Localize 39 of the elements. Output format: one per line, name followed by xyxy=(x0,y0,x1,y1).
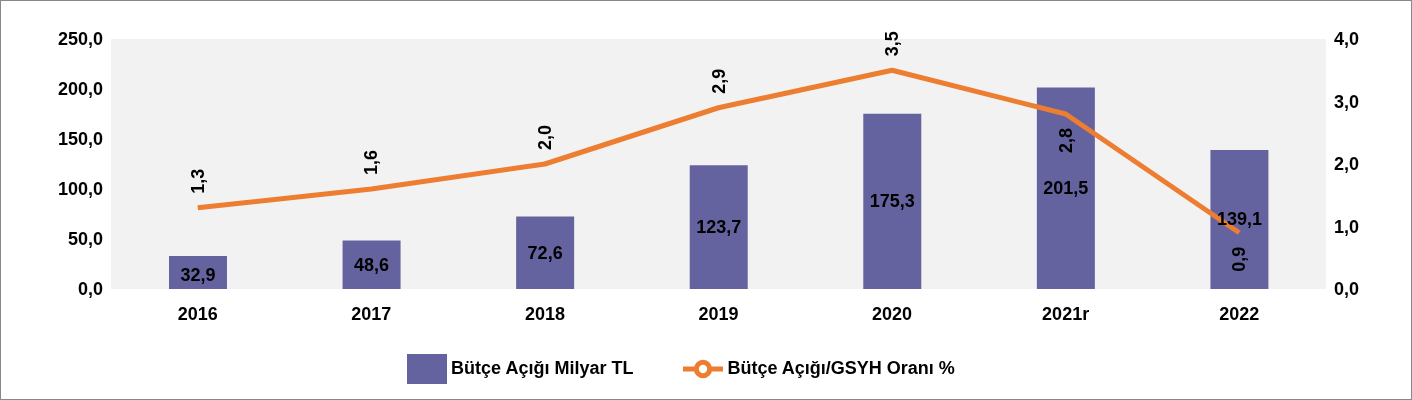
data-label: 3,5 xyxy=(882,31,903,57)
bar xyxy=(689,165,748,289)
y2-tick-label: 3,0 xyxy=(1334,91,1360,112)
bar xyxy=(1210,149,1269,289)
data-label: 0,9 xyxy=(1229,246,1250,272)
y2-tick-label: 1,0 xyxy=(1334,216,1360,237)
y-tick-label: 200,0 xyxy=(57,79,103,100)
y2-tick-label: 2,0 xyxy=(1334,154,1360,175)
x-tick-label: 2021r xyxy=(1042,303,1090,324)
bar xyxy=(1036,87,1095,289)
bar xyxy=(342,240,401,289)
x-tick-label: 2019 xyxy=(698,303,739,324)
y-tick-label: 250,0 xyxy=(57,29,103,50)
y2-tick-label: 0,0 xyxy=(1334,279,1360,300)
data-label: 175,3 xyxy=(869,191,915,212)
x-tick-label: 2017 xyxy=(351,303,392,324)
bar xyxy=(863,113,922,289)
legend-label: Bütçe Açığı Milyar TL xyxy=(451,357,634,378)
data-label: 32,9 xyxy=(180,264,216,285)
data-label: 123,7 xyxy=(696,217,742,238)
y-tick-label: 50,0 xyxy=(67,229,103,250)
data-label: 2,8 xyxy=(1055,128,1076,154)
y-tick-label: 100,0 xyxy=(57,179,103,200)
x-tick-label: 2022 xyxy=(1219,303,1260,324)
data-label: 72,6 xyxy=(527,242,563,263)
x-tick-label: 2020 xyxy=(872,303,913,324)
data-label: 201,5 xyxy=(1043,178,1089,199)
data-label: 1,6 xyxy=(361,149,382,175)
data-label: 2,9 xyxy=(708,68,729,94)
y-tick-label: 150,0 xyxy=(57,129,103,150)
y2-tick-label: 4,0 xyxy=(1334,29,1360,50)
data-label: 1,3 xyxy=(187,168,208,194)
bar xyxy=(516,216,575,289)
y-tick-label: 0,0 xyxy=(77,279,103,300)
x-tick-label: 2016 xyxy=(177,303,218,324)
data-label: 48,6 xyxy=(354,254,390,275)
legend-label: Bütçe Açığı/GSYH Oranı % xyxy=(727,357,955,378)
data-label: 2,0 xyxy=(534,124,555,150)
x-tick-label: 2018 xyxy=(524,303,565,324)
